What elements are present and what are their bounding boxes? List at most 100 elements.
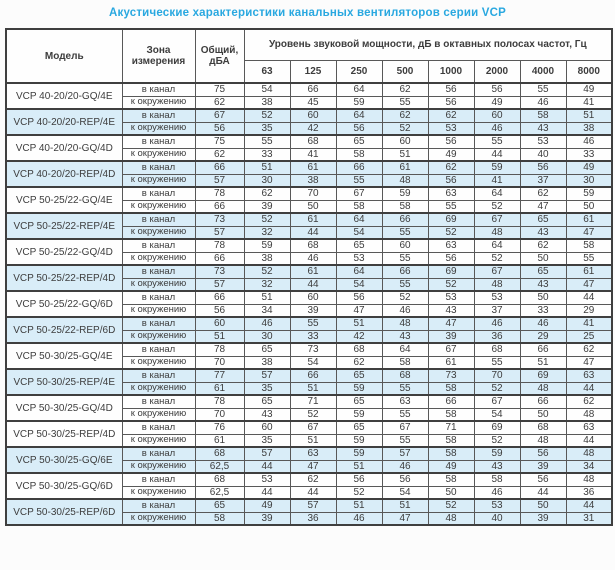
table-row: VCP 50-25/22-REP/4D в канал 73 52 61 64 66 69 67…	[5, 264, 613, 292]
octave-band-value: 52	[473, 433, 521, 448]
octave-band-value: 48	[519, 381, 567, 396]
table-row: VCP 50-25/22-GQ/4D в канал 78 59 68 65 60 63 64 6…	[5, 238, 613, 266]
model-name: VCP 50-25/22-GQ/4D	[5, 238, 123, 266]
measurement-zone-label: в канал	[121, 342, 196, 357]
octave-band-value: 51	[243, 160, 291, 175]
octave-band-value: 57	[381, 446, 429, 461]
octave-band-value: 39	[243, 199, 291, 214]
octave-band-value: 47	[565, 225, 613, 240]
octave-band-value: 62	[381, 82, 429, 97]
octave-band-value: 61	[427, 355, 475, 370]
octave-band-value: 66	[519, 342, 567, 357]
octave-band-value: 50	[427, 485, 475, 500]
octave-band-value: 36	[565, 485, 613, 500]
octave-band-value: 64	[473, 238, 521, 253]
octave-band-value: 48	[473, 277, 521, 292]
octave-band-value: 46	[473, 121, 521, 136]
octave-band-value: 48	[473, 225, 521, 240]
octave-band-value: 54	[243, 82, 291, 97]
octave-band-value: 44	[565, 498, 613, 513]
model-name: VCP 50-30/25-REP/4E	[5, 368, 123, 396]
table-row: к окружению 57 32 44 54 55 52 48 43 47	[6, 277, 613, 292]
octave-band-value: 41	[289, 147, 337, 162]
measurement-zone-label: к окружению	[121, 407, 196, 422]
octave-band-value: 67	[381, 420, 429, 435]
octave-band-value: 46	[473, 316, 521, 331]
octave-band-value: 60	[289, 290, 337, 305]
octave-band-value: 62	[427, 108, 475, 123]
octave-band-value: 55	[381, 381, 429, 396]
table-row: к окружению 62 33 41 58 51 49 44 40 33	[6, 147, 613, 162]
octave-band-value: 55	[381, 95, 429, 110]
octave-band-value: 44	[473, 147, 521, 162]
octave-band-value: 48	[381, 316, 429, 331]
octave-band-value: 32	[243, 225, 291, 240]
octave-band-value: 70	[289, 186, 337, 201]
octave-band-value: 48	[565, 472, 613, 487]
octave-band-value: 52	[427, 225, 475, 240]
octave-band-value: 43	[519, 277, 567, 292]
octave-band-value: 55	[381, 251, 429, 266]
measurement-zone-label: в канал	[121, 394, 196, 409]
col-header-freq-500: 500	[381, 59, 429, 84]
octave-band-value: 44	[565, 381, 613, 396]
octave-band-value: 50	[565, 199, 613, 214]
octave-band-value: 46	[519, 316, 567, 331]
total-dba-value: 62	[194, 147, 245, 162]
octave-band-value: 65	[335, 238, 383, 253]
octave-band-value: 63	[565, 420, 613, 435]
octave-band-value: 53	[243, 472, 291, 487]
measurement-zone-label: к окружению	[121, 381, 196, 396]
octave-band-value: 66	[427, 394, 475, 409]
octave-band-value: 31	[565, 511, 613, 526]
octave-band-value: 38	[243, 251, 291, 266]
octave-band-value: 60	[381, 238, 429, 253]
octave-band-value: 65	[335, 394, 383, 409]
model-name: VCP 40-20/20-GQ/4E	[5, 82, 123, 110]
octave-band-value: 33	[565, 147, 613, 162]
measurement-zone-label: в канал	[121, 290, 196, 305]
octave-band-value: 65	[243, 394, 291, 409]
octave-band-value: 45	[289, 95, 337, 110]
octave-band-value: 32	[243, 277, 291, 292]
octave-band-value: 65	[519, 212, 567, 227]
octave-band-value: 38	[243, 95, 291, 110]
octave-band-value: 46	[473, 485, 521, 500]
total-dba-value: 73	[194, 264, 245, 279]
measurement-zone-label: к окружению	[121, 303, 196, 318]
octave-band-value: 66	[381, 264, 429, 279]
octave-band-value: 62	[565, 342, 613, 357]
octave-band-value: 68	[519, 420, 567, 435]
octave-band-value: 29	[565, 303, 613, 318]
octave-band-value: 40	[473, 511, 521, 526]
measurement-zone-label: в канал	[121, 264, 196, 279]
octave-band-value: 68	[473, 342, 521, 357]
octave-band-value: 56	[427, 251, 475, 266]
octave-band-value: 59	[335, 95, 383, 110]
octave-band-value: 61	[565, 212, 613, 227]
measurement-zone-label: к окружению	[121, 329, 196, 344]
total-dba-value: 70	[194, 355, 245, 370]
total-dba-value: 66	[194, 290, 245, 305]
table-row: к окружению 58 39 36 46 47 48 40 39 31	[6, 511, 613, 526]
octave-band-value: 25	[565, 329, 613, 344]
octave-band-value: 54	[381, 485, 429, 500]
octave-band-value: 56	[427, 173, 475, 188]
total-dba-value: 57	[194, 277, 245, 292]
octave-band-value: 57	[243, 368, 291, 383]
octave-band-value: 59	[335, 381, 383, 396]
total-dba-value: 57	[194, 225, 245, 240]
octave-band-value: 67	[473, 264, 521, 279]
octave-band-value: 52	[289, 407, 337, 422]
octave-band-value: 69	[427, 212, 475, 227]
col-header-total-dba: Общий, дБА	[194, 28, 245, 84]
table-row: к окружению 51 30 33 42 43 39 36 29 25	[6, 329, 613, 344]
octave-band-value: 70	[473, 368, 521, 383]
octave-band-value: 48	[565, 407, 613, 422]
octave-band-value: 47	[381, 511, 429, 526]
octave-band-value: 30	[243, 173, 291, 188]
total-dba-value: 66	[194, 199, 245, 214]
octave-band-value: 50	[519, 251, 567, 266]
total-dba-value: 68	[194, 472, 245, 487]
octave-band-value: 71	[289, 394, 337, 409]
